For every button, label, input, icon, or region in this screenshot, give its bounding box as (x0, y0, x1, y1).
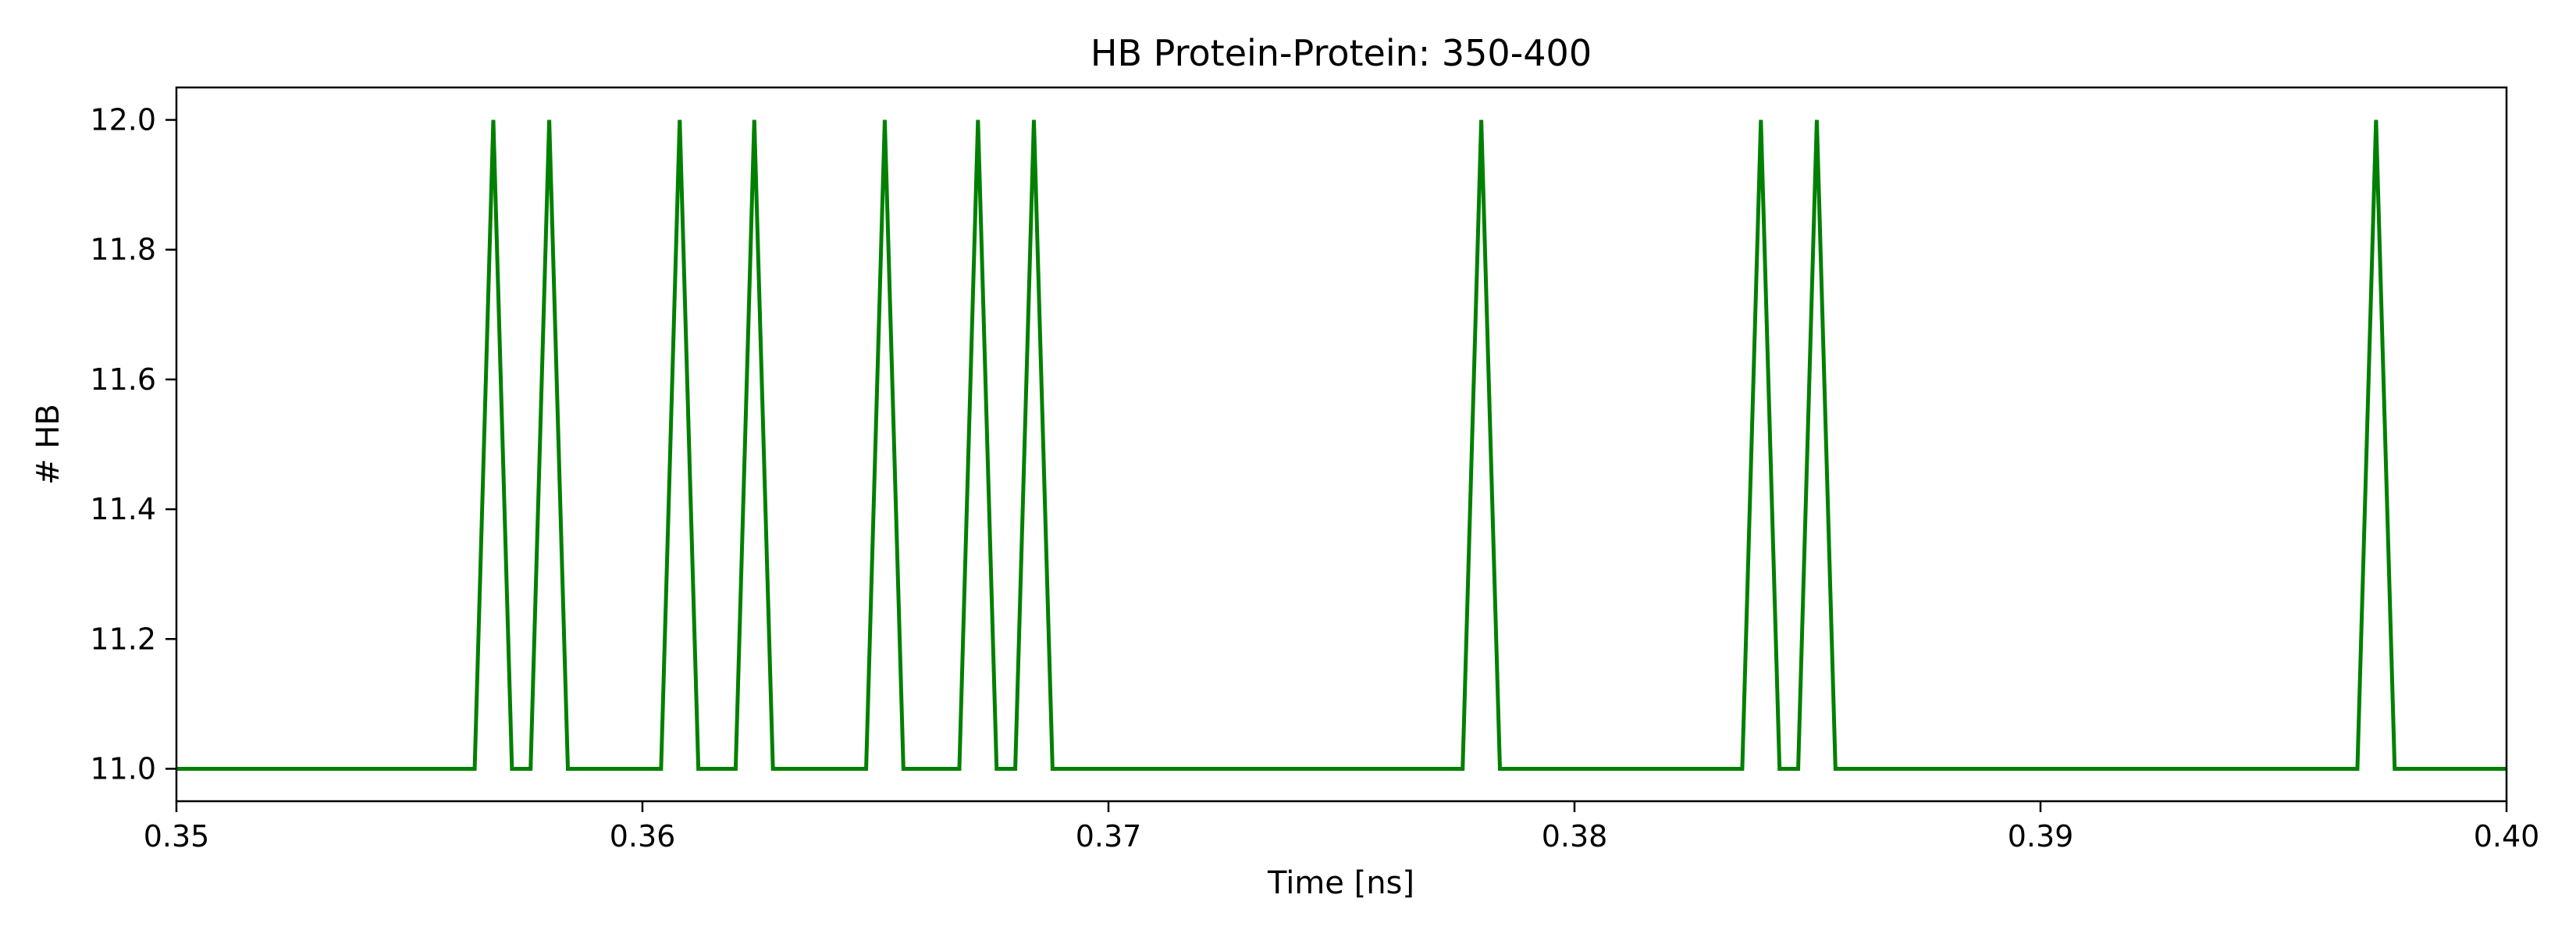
x-tick-label: 0.35 (144, 819, 210, 854)
plot-frame (175, 86, 2508, 803)
x-tick-label: 0.40 (2474, 819, 2540, 854)
x-tick-label: 0.39 (2008, 819, 2074, 854)
y-tick-label: 12.0 (90, 103, 156, 137)
x-tick-label: 0.37 (1076, 819, 1142, 854)
y-axis-ticks: 11.0 11.2 11.4 11.6 11.8 12.0 (90, 103, 176, 786)
y-tick-label: 11.4 (90, 492, 156, 526)
series-layer (176, 119, 2507, 771)
y-tick-label: 11.2 (90, 622, 156, 656)
x-tick-label: 0.36 (610, 819, 676, 854)
y-tick-label: 11.8 (90, 233, 156, 267)
y-axis-label: # HB (30, 404, 66, 485)
x-axis-ticks: 0.35 0.36 0.37 0.38 0.39 0.40 (144, 801, 2540, 854)
y-tick-label: 11.0 (90, 751, 156, 786)
y-tick-label: 11.6 (90, 362, 156, 397)
plot-area (176, 87, 2507, 801)
series-line-1 (176, 119, 2507, 771)
chart-title: HB Protein-Protein: 350-400 (1091, 32, 1592, 74)
x-tick-label: 0.38 (1542, 819, 1608, 854)
x-axis-label: Time [ns] (1267, 865, 1414, 901)
